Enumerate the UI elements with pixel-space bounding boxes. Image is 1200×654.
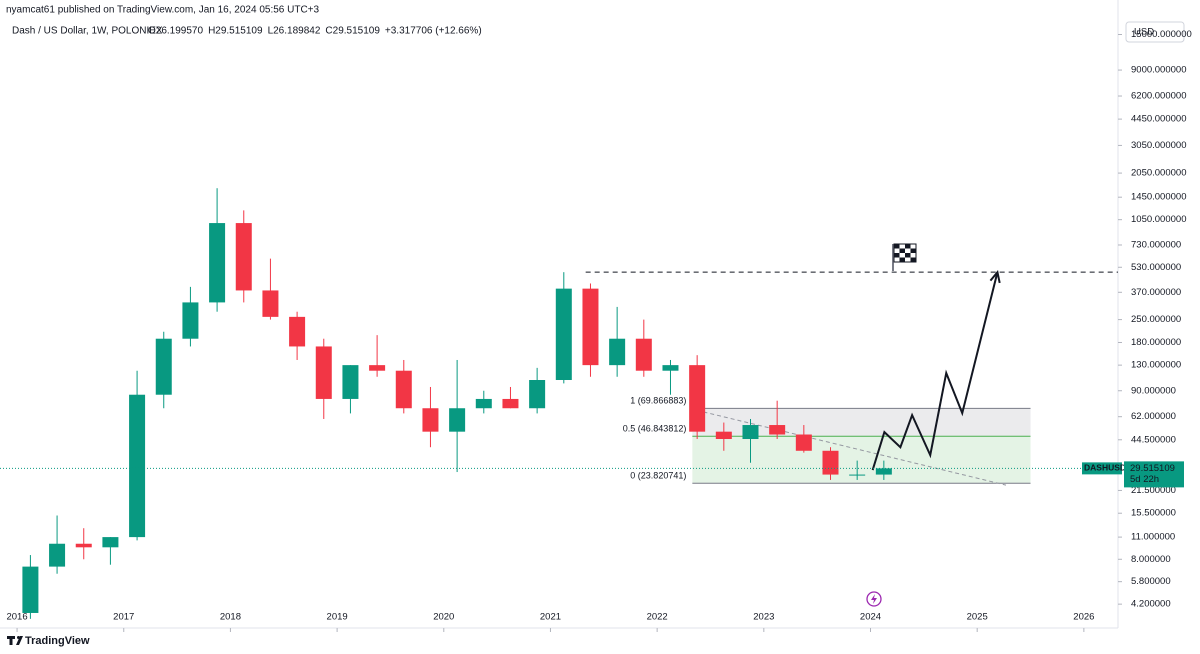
x-tick-label: 2019 bbox=[327, 612, 348, 623]
projection-path bbox=[871, 271, 999, 471]
brand-logo bbox=[7, 636, 23, 645]
candle-body bbox=[422, 408, 439, 432]
y-tick-label: 62.000000 bbox=[1131, 411, 1176, 422]
flag-icon bbox=[892, 243, 917, 271]
y-tick-label: 15000.000000 bbox=[1131, 29, 1192, 40]
symbol-tag bbox=[1082, 462, 1122, 475]
ohlc-value: C29.515109 bbox=[325, 26, 380, 37]
y-tick-label: 4.200000 bbox=[1131, 599, 1171, 610]
price-tag-value: 29.515109 bbox=[1130, 463, 1175, 474]
ohlc-readout: O26.199570 H29.515109 L26.189842 C29.515109… bbox=[148, 26, 482, 37]
candle-body bbox=[822, 450, 839, 475]
candle-body bbox=[262, 290, 279, 317]
y-tick-label: 21.500000 bbox=[1131, 485, 1176, 496]
y-tick-label: 130.000000 bbox=[1131, 360, 1181, 371]
candle-body bbox=[635, 338, 652, 371]
candle-body bbox=[662, 365, 679, 371]
candle-body bbox=[529, 380, 546, 409]
y-tick-label: 11.000000 bbox=[1131, 532, 1175, 543]
candle-body bbox=[49, 543, 66, 567]
currency-button[interactable] bbox=[1125, 21, 1185, 43]
candle-body bbox=[235, 223, 252, 291]
candle-body bbox=[769, 425, 786, 435]
x-tick-label: 2022 bbox=[647, 612, 668, 623]
x-tick-label: 2016 bbox=[6, 612, 27, 623]
candle-body bbox=[342, 365, 359, 399]
price-tag-countdown: 5d 22h bbox=[1130, 474, 1159, 485]
y-tick-label: 2050.000000 bbox=[1131, 168, 1186, 179]
y-tick-label: 9000.000000 bbox=[1131, 65, 1186, 76]
candle-body bbox=[22, 566, 39, 613]
x-tick-label: 2018 bbox=[220, 612, 241, 623]
x-tick-label: 2023 bbox=[753, 612, 774, 623]
candle-body bbox=[395, 370, 412, 409]
y-tick-label: 370.000000 bbox=[1131, 287, 1181, 298]
ohlc-value: H29.515109 bbox=[208, 26, 263, 37]
fib-label: 1 (69.866883) bbox=[630, 396, 686, 406]
fib-label: 0.5 (46.843812) bbox=[623, 424, 687, 434]
y-tick-label: 15.500000 bbox=[1131, 508, 1176, 519]
y-tick-label: 530.000000 bbox=[1131, 262, 1181, 273]
brand-name: TradingView bbox=[25, 635, 90, 647]
x-tick-label: 2017 bbox=[113, 612, 134, 623]
candle-body bbox=[102, 537, 119, 548]
ohlc-value: O26.199570 bbox=[148, 26, 203, 37]
y-tick-label: 6200.000000 bbox=[1131, 91, 1186, 102]
candle-body bbox=[582, 288, 599, 366]
ohlc-value: L26.189842 bbox=[268, 26, 321, 37]
y-tick-label: 180.000000 bbox=[1131, 337, 1181, 348]
y-tick-label: 250.000000 bbox=[1131, 314, 1181, 325]
y-tick-label: 5.800000 bbox=[1131, 576, 1171, 587]
candle-body bbox=[715, 431, 732, 440]
candle-body bbox=[795, 434, 812, 451]
candle-body bbox=[742, 425, 759, 440]
projection-arrowhead bbox=[989, 269, 1001, 284]
candle-body bbox=[182, 302, 199, 339]
candle-body bbox=[75, 543, 92, 548]
price-tag bbox=[1124, 461, 1184, 488]
x-tick-label: 2026 bbox=[1073, 612, 1094, 623]
x-tick-label: 2024 bbox=[860, 612, 881, 623]
y-tick-label: 90.000000 bbox=[1131, 385, 1176, 396]
candle-body bbox=[849, 474, 866, 476]
candle-body bbox=[155, 338, 172, 395]
candle-body bbox=[502, 398, 519, 409]
currency-label[interactable]: USD bbox=[1134, 27, 1154, 38]
fib-zone-lower bbox=[692, 436, 1031, 484]
y-tick-label: 44.500000 bbox=[1131, 434, 1176, 445]
candle-body bbox=[609, 338, 626, 366]
grid bbox=[16, 34, 1122, 632]
y-tick-label: 730.000000 bbox=[1131, 239, 1181, 250]
candle-body bbox=[289, 316, 306, 347]
candle-body bbox=[129, 394, 146, 538]
candle-body bbox=[875, 468, 892, 475]
candle-body bbox=[449, 408, 466, 432]
ohlc-value: +3.317706 (+12.66%) bbox=[385, 26, 482, 37]
y-tick-label: 8.000000 bbox=[1131, 554, 1171, 565]
y-tick-label: 1450.000000 bbox=[1131, 192, 1186, 203]
symbol-title: Dash / US Dollar, 1W, POLONIEX bbox=[12, 26, 163, 37]
fib-label: 0 (23.820741) bbox=[630, 471, 686, 481]
symbol-tag-label: DASHUSD bbox=[1084, 463, 1126, 473]
x-tick-label: 2020 bbox=[433, 612, 454, 623]
published-by: nyamcat61 published on TradingView.com, … bbox=[6, 5, 320, 16]
plot: 1 (69.866883) 0.5 (46.843812) 0 (23.820741… bbox=[0, 188, 1118, 619]
candle-body bbox=[209, 223, 226, 303]
events-icon[interactable] bbox=[866, 591, 882, 607]
x-tick-label: 2021 bbox=[540, 612, 561, 623]
y-tick-label: 1050.000000 bbox=[1131, 214, 1186, 225]
candle-body bbox=[315, 346, 332, 399]
candle-body bbox=[475, 398, 492, 409]
y-tick-label: 4450.000000 bbox=[1131, 114, 1186, 125]
candle-body bbox=[555, 288, 572, 381]
candle-body bbox=[689, 365, 706, 432]
x-tick-label: 2025 bbox=[967, 612, 988, 623]
y-tick-label: 3050.000000 bbox=[1131, 140, 1186, 151]
candle-body bbox=[369, 365, 386, 371]
